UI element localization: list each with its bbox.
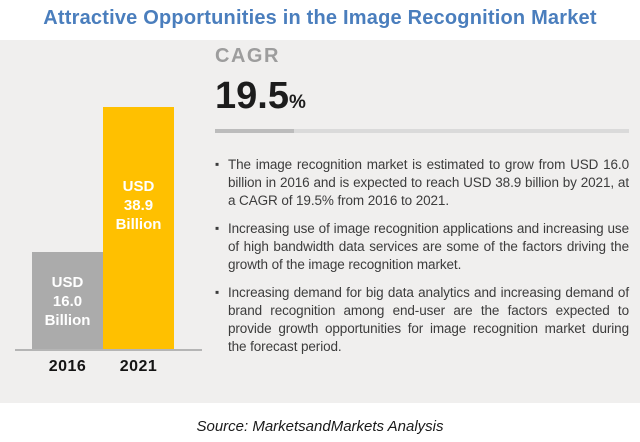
x-axis-line [15, 349, 202, 351]
cagr-value: 19.5 [215, 75, 289, 117]
percent-sign: % [288, 92, 306, 113]
insight-text: Increasing use of image recognition appl… [228, 221, 629, 272]
insight-text: Increasing demand for big data analytics… [228, 285, 629, 354]
source-note: Source: MarketsandMarkets Analysis [196, 418, 444, 435]
bar-2021-line-2: 38.9 [123, 197, 154, 214]
year-label-2016: 2016 [48, 358, 87, 375]
insight-text: The image recognition market is estimate… [228, 157, 629, 208]
bar-2016-line-1: USD [51, 273, 84, 291]
cagr-value-row: 19.5% [215, 75, 629, 122]
bar-2021: USD 38.9 Billion [103, 107, 174, 350]
bar-2016: USD 16.0 Billion [32, 252, 103, 350]
bar-2021-line-3: Billion [115, 216, 162, 233]
bar-2016-line-2: 16.0 [52, 292, 83, 310]
bar-2021-line-1: USD [122, 178, 155, 195]
bar-2016-value-label: USD 16.0 Billion [32, 273, 103, 330]
bullet-square-icon: ▪ [215, 157, 220, 171]
cagr-underline [215, 129, 629, 133]
cagr-and-insights-column: CAGR 19.5% ▪ The image recognition marke… [215, 46, 629, 366]
bar-2016-line-3: Billion [44, 311, 91, 329]
insight-item: ▪ Increasing demand for big data analyti… [215, 284, 629, 356]
page-title: Attractive Opportunities in the Image Re… [43, 7, 597, 29]
insight-item: ▪ Increasing use of image recognition ap… [215, 220, 629, 274]
bullet-square-icon: ▪ [215, 221, 220, 235]
insights-list: ▪ The image recognition market is estima… [215, 156, 629, 356]
year-label-2021: 2021 [119, 358, 158, 375]
cagr-label: CAGR [215, 45, 280, 67]
bullet-square-icon: ▪ [215, 285, 220, 299]
bar-2021-value-label: USD 38.9 Billion [103, 177, 174, 234]
insight-item: ▪ The image recognition market is estima… [215, 156, 629, 210]
